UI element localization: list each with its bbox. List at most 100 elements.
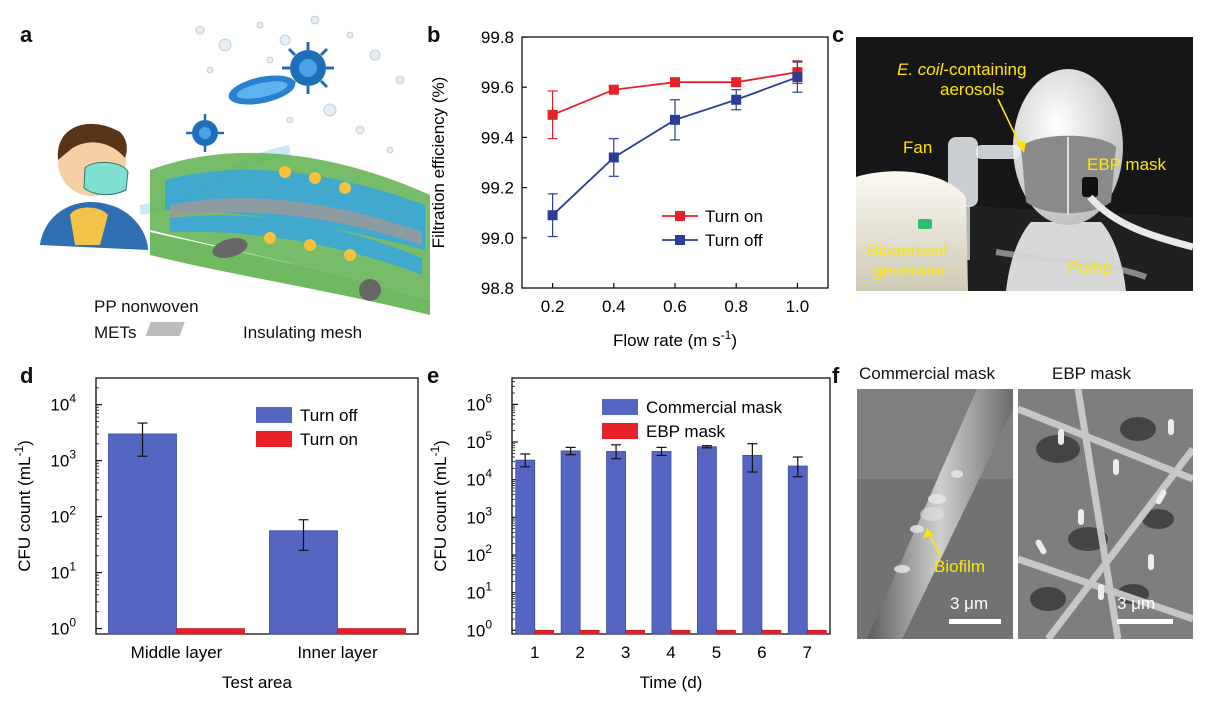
- bar-a: [742, 455, 763, 635]
- series-line-turn-off: [551, 76, 798, 216]
- data-point: [608, 84, 619, 95]
- photo-c-test-setup: [856, 37, 1193, 291]
- y-tick-label: 99.4: [481, 128, 514, 147]
- panel-letter-d: d: [20, 363, 34, 388]
- x-tick-label: 1: [530, 643, 539, 662]
- bar-b: [176, 628, 245, 635]
- label-aerosol-italic: E. coil: [897, 60, 944, 79]
- legend-label: Turn on: [300, 430, 358, 449]
- bar-b: [670, 629, 691, 635]
- sem-title-commercial: Commercial mask: [859, 364, 996, 383]
- legend-mets: METs: [94, 323, 137, 342]
- y-tick-label: 100: [466, 617, 492, 640]
- bar-a: [108, 433, 177, 635]
- y-tick-label: 106: [466, 391, 492, 414]
- bar-b: [716, 629, 736, 635]
- legend-marker: [675, 235, 685, 245]
- panel-letter-a: a: [20, 22, 33, 47]
- bar-a: [651, 451, 672, 635]
- droplets: [195, 15, 405, 154]
- label-biofilm: Biofilm: [934, 557, 986, 576]
- plot-frame: [95, 377, 419, 635]
- legend-swatch: [602, 399, 638, 415]
- particles: [212, 238, 381, 301]
- x-tick-label: 2: [575, 643, 584, 662]
- bar-b: [337, 628, 406, 635]
- data-point: [670, 77, 680, 88]
- y-tick-label: 105: [466, 429, 492, 452]
- legend-pp-nonwoven: PP nonwoven: [94, 297, 199, 316]
- bioaerosol-generator: [856, 171, 968, 291]
- label-fan: Fan: [903, 138, 933, 157]
- sem-title-ebp: EBP mask: [1052, 364, 1132, 383]
- legend-swatch: [602, 423, 638, 439]
- panel-a-legend-swatches: [145, 322, 185, 336]
- legend-label: EBP mask: [646, 422, 726, 441]
- x-axis-label: Test area: [222, 673, 292, 692]
- x-axis-label: Time (d): [640, 673, 703, 692]
- label-generator-1: Bioaerosol: [867, 241, 948, 260]
- label-aerosols-line2: aerosols: [940, 80, 1005, 99]
- label-aerosol-rest: -containing: [943, 60, 1027, 79]
- legend-label: Turn on: [705, 207, 763, 226]
- chart-d-cfu-test-area: 100 101 102 103 104 Middle layer Inner layer Te…: [12, 377, 419, 692]
- panel-letter-f: f: [832, 363, 840, 388]
- y-tick-label: 99.0: [481, 229, 514, 248]
- y-tick-label: 103: [466, 504, 492, 527]
- x-tick-label: 7: [803, 643, 812, 662]
- data-point: [547, 109, 558, 120]
- data-point: [792, 72, 803, 83]
- chart-b-filtration-efficiency: 98.8 99.0 99.2 99.4 99.6 99.8 0.2 0.4 0.6 0.8 1.0 F…: [430, 28, 829, 350]
- bar-a: [787, 465, 808, 635]
- y-tick-label: 98.8: [481, 279, 514, 298]
- scale-label-left: 3 μm: [950, 594, 989, 613]
- y-tick-label: 104: [466, 467, 492, 490]
- y-tick-label: 101: [466, 580, 492, 603]
- bacterium-icon: [228, 75, 296, 105]
- legend-label: Commercial mask: [646, 398, 783, 417]
- y-axis-label: CFU count (mL-1): [12, 440, 34, 572]
- virus-icon: [186, 114, 224, 152]
- data-point: [670, 114, 680, 125]
- data-point: [731, 94, 742, 105]
- filter-layers: [150, 152, 430, 315]
- data-point: [547, 210, 558, 221]
- bar-a: [515, 459, 536, 635]
- y-tick-label: 101: [50, 560, 76, 583]
- x-tick-label: 1.0: [786, 297, 810, 316]
- x-tick-label: 0.2: [541, 297, 565, 316]
- legend-label: Turn off: [300, 406, 358, 425]
- bar-b: [806, 629, 827, 635]
- x-tick-label: 0.8: [724, 297, 748, 316]
- y-axis-label: CFU count (mL-1): [428, 440, 450, 572]
- y-tick-label: 100: [50, 616, 76, 639]
- bar-b: [625, 629, 645, 635]
- panel-letter-b: b: [427, 22, 441, 47]
- x-tick-label: 3: [621, 643, 630, 662]
- scale-label-right: 3 μm: [1117, 594, 1156, 613]
- y-tick-label: 99.6: [481, 78, 514, 97]
- y-tick-label: 99.2: [481, 179, 514, 198]
- label-aerosols-line1: E. coil-containing: [897, 60, 1026, 80]
- sem-image-ebp: [1018, 389, 1193, 639]
- label-ebp-mask-c: EBP mask: [1087, 155, 1167, 174]
- legend-label: Turn off: [705, 231, 763, 250]
- bar-b: [761, 629, 782, 635]
- x-tick-label: Inner layer: [297, 643, 378, 662]
- bar-a: [606, 451, 626, 635]
- x-tick-label: 6: [757, 643, 766, 662]
- bar-b: [534, 629, 555, 635]
- legend-marker: [675, 211, 685, 221]
- sem-image-commercial: [857, 389, 1013, 639]
- data-point: [731, 77, 742, 88]
- bar-a: [560, 450, 581, 635]
- panel-a-illustration: [40, 15, 430, 336]
- panel-letter-c: c: [832, 22, 845, 47]
- x-tick-label: 0.6: [663, 297, 687, 316]
- y-tick-label: 99.8: [481, 28, 514, 47]
- x-tick-label: 5: [712, 643, 721, 662]
- label-pump: Pump: [1067, 258, 1112, 277]
- x-tick-label: Middle layer: [131, 643, 223, 662]
- data-point: [608, 152, 619, 163]
- legend-swatch: [256, 407, 292, 423]
